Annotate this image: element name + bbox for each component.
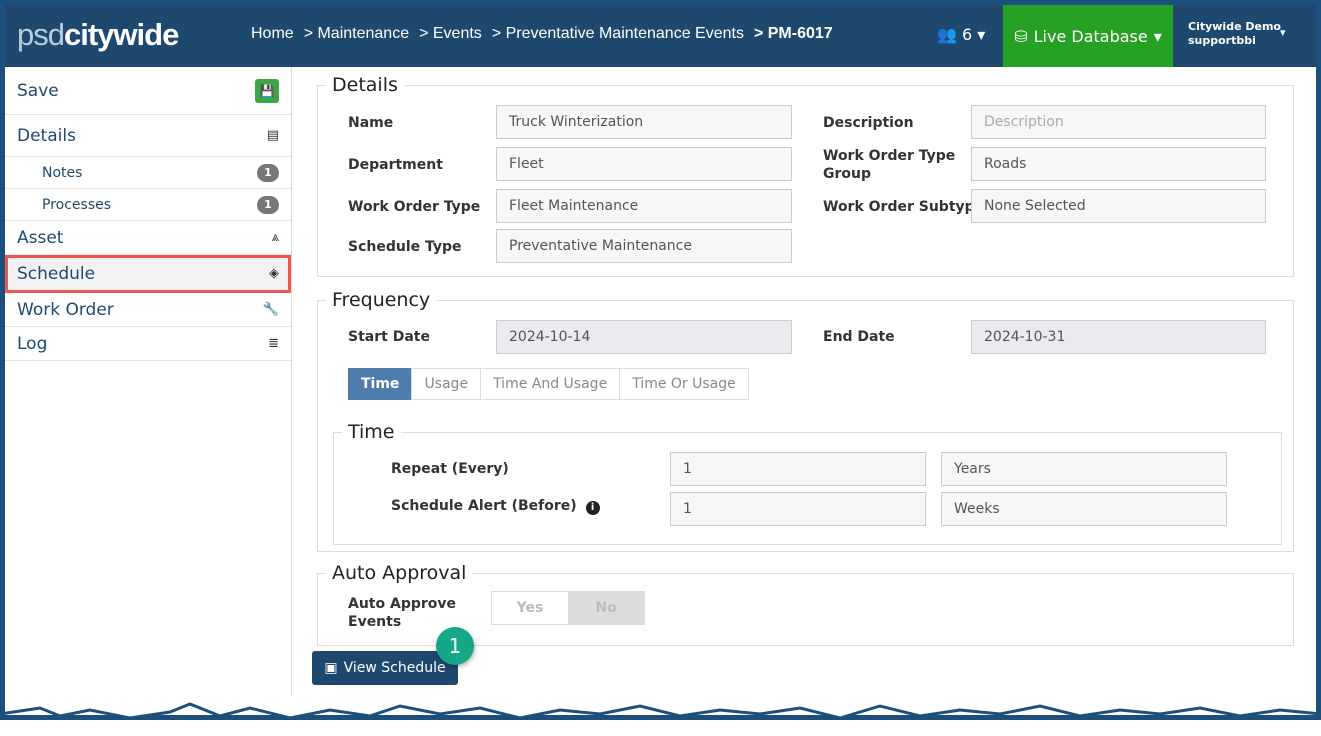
breadcrumb-current: > PM-6017 [753,25,833,42]
wost-label: Work Order Subtype [823,199,985,215]
notes-count-badge: 1 [257,163,279,182]
breadcrumb: Home > Maintenance > Events > Preventati… [251,25,833,43]
time-section: Time [333,421,1282,545]
start-date-label: Start Date [348,329,430,345]
users-count: 6 [962,25,973,44]
sidebar-item-notes[interactable]: Notes 1 [5,157,291,189]
sidebar-item-label: Work Order [17,299,114,320]
alert-label: Schedule Alert (Before) [391,498,577,514]
auto-approve-toggle: Yes No [491,591,645,625]
breadcrumb-events[interactable]: > Events [419,25,482,42]
account-user: supportbbi [1188,34,1256,47]
department-label: Department [348,157,443,173]
road-icon: ⩓ [271,230,279,245]
wot-group-field[interactable]: Roads [971,147,1266,181]
database-icon: ⛁ [1014,26,1028,46]
wrench-icon: 🔧 [262,302,279,317]
tab-time[interactable]: Time [348,368,413,400]
tab-time-or-usage[interactable]: Time Or Usage [619,368,749,400]
callout-badge: 1 [436,627,474,665]
sidebar: Save 💾 Details ▤ Notes 1 Processes 1 Asset ⩓ … [5,67,292,715]
no-option[interactable]: No [568,592,644,624]
sidebar-item-processes[interactable]: Processes 1 [5,189,291,221]
schedule-type-label: Schedule Type [348,239,462,255]
sidebar-save[interactable]: Save 💾 [5,67,291,115]
repeat-unit-select[interactable]: Years [941,452,1227,486]
frequency-section: Frequency [317,289,1294,552]
frequency-tabs: Time Usage Time And Usage Time Or Usage [343,368,749,400]
wot-field[interactable]: Fleet Maintenance [496,189,792,223]
wot-group-label: Work Order Type Group [823,148,956,182]
sidebar-item-work-order[interactable]: Work Order 🔧 [5,293,291,327]
end-date-label: End Date [823,329,895,345]
alert-value-field[interactable]: 1 [670,492,926,526]
caret-down-icon: ▾ [1280,26,1286,39]
info-icon[interactable]: i [585,501,600,515]
repeat-value-field[interactable]: 1 [670,452,926,486]
tab-usage[interactable]: Usage [411,368,482,400]
schedule-type-field[interactable]: Preventative Maintenance [496,229,792,263]
database-label: Live Database [1033,26,1148,46]
name-label: Name [348,115,394,131]
start-date-field[interactable]: 2024-10-14 [496,320,792,354]
database-dropdown[interactable]: ⛁ Live Database ▾ [1003,5,1173,67]
sidebar-item-label: Log [17,333,48,354]
frame-left [0,0,5,716]
torn-edge [0,696,1321,720]
play-icon: ▣ [324,660,338,676]
save-label: Save [17,80,59,101]
logo-text-light: psd [17,17,65,52]
list-icon: ≣ [268,336,279,351]
users-icon: 👥 [937,25,957,44]
section-title: Frequency [332,289,431,311]
end-date-field[interactable]: 2024-10-31 [971,320,1266,354]
breadcrumb-pm-events[interactable]: > Preventative Maintenance Events [491,25,744,42]
alert-label-wrap: Schedule Alert (Before) i [391,497,600,515]
wost-field[interactable]: None Selected [971,189,1266,223]
sidebar-item-details[interactable]: Details ▤ [5,115,291,157]
caret-down-icon: ▾ [1153,26,1162,46]
alert-unit-select[interactable]: Weeks [941,492,1227,526]
users-dropdown[interactable]: 👥 6 ▾ [937,25,985,44]
repeat-label: Repeat (Every) [391,461,509,477]
processes-count-badge: 1 [257,195,279,214]
frame-right [1316,0,1321,716]
name-field[interactable]: Truck Winterization [496,105,792,139]
sidebar-item-label: Schedule [17,263,96,284]
layers-icon: ◈ [269,266,279,281]
sidebar-item-label: Details [17,125,76,146]
account-menu[interactable]: Citywide Demo supportbbi ▾ [1188,20,1286,48]
sidebar-item-log[interactable]: Log ≣ [5,327,291,361]
breadcrumb-home[interactable]: Home [251,25,294,42]
sidebar-item-asset[interactable]: Asset ⩓ [5,221,291,255]
sidebar-item-label: Notes [42,164,83,181]
section-title: Time [348,421,395,443]
department-field[interactable]: Fleet [496,147,792,181]
sidebar-item-schedule[interactable]: Schedule ◈ [5,255,291,293]
caret-down-icon: ▾ [977,25,986,44]
save-icon: 💾 [255,78,279,103]
sidebar-item-label: Processes [42,196,112,213]
description-label: Description [823,115,914,131]
wot-label: Work Order Type [348,199,481,215]
auto-approval-section: Auto Approval [317,562,1294,646]
description-field[interactable]: Description [971,105,1266,139]
logo-text-bold: citywide [63,17,179,52]
section-title: Details [332,74,398,96]
details-section: Details [317,74,1294,277]
logo[interactable]: psdcitywide [17,17,179,53]
list-alt-icon: ▤ [266,128,279,143]
view-schedule-button[interactable]: ▣ View Schedule [312,651,458,685]
auto-approve-label: Auto Approve Events [348,596,457,630]
yes-option[interactable]: Yes [516,600,544,616]
breadcrumb-maintenance[interactable]: > Maintenance [303,25,410,42]
view-schedule-label: View Schedule [343,660,446,676]
tab-time-and-usage[interactable]: Time And Usage [480,368,621,400]
section-title: Auto Approval [332,562,467,584]
sidebar-item-label: Asset [17,227,64,248]
top-nav: psdcitywide Home > Maintenance > Events … [5,5,1316,67]
account-name: Citywide Demo [1188,20,1281,33]
